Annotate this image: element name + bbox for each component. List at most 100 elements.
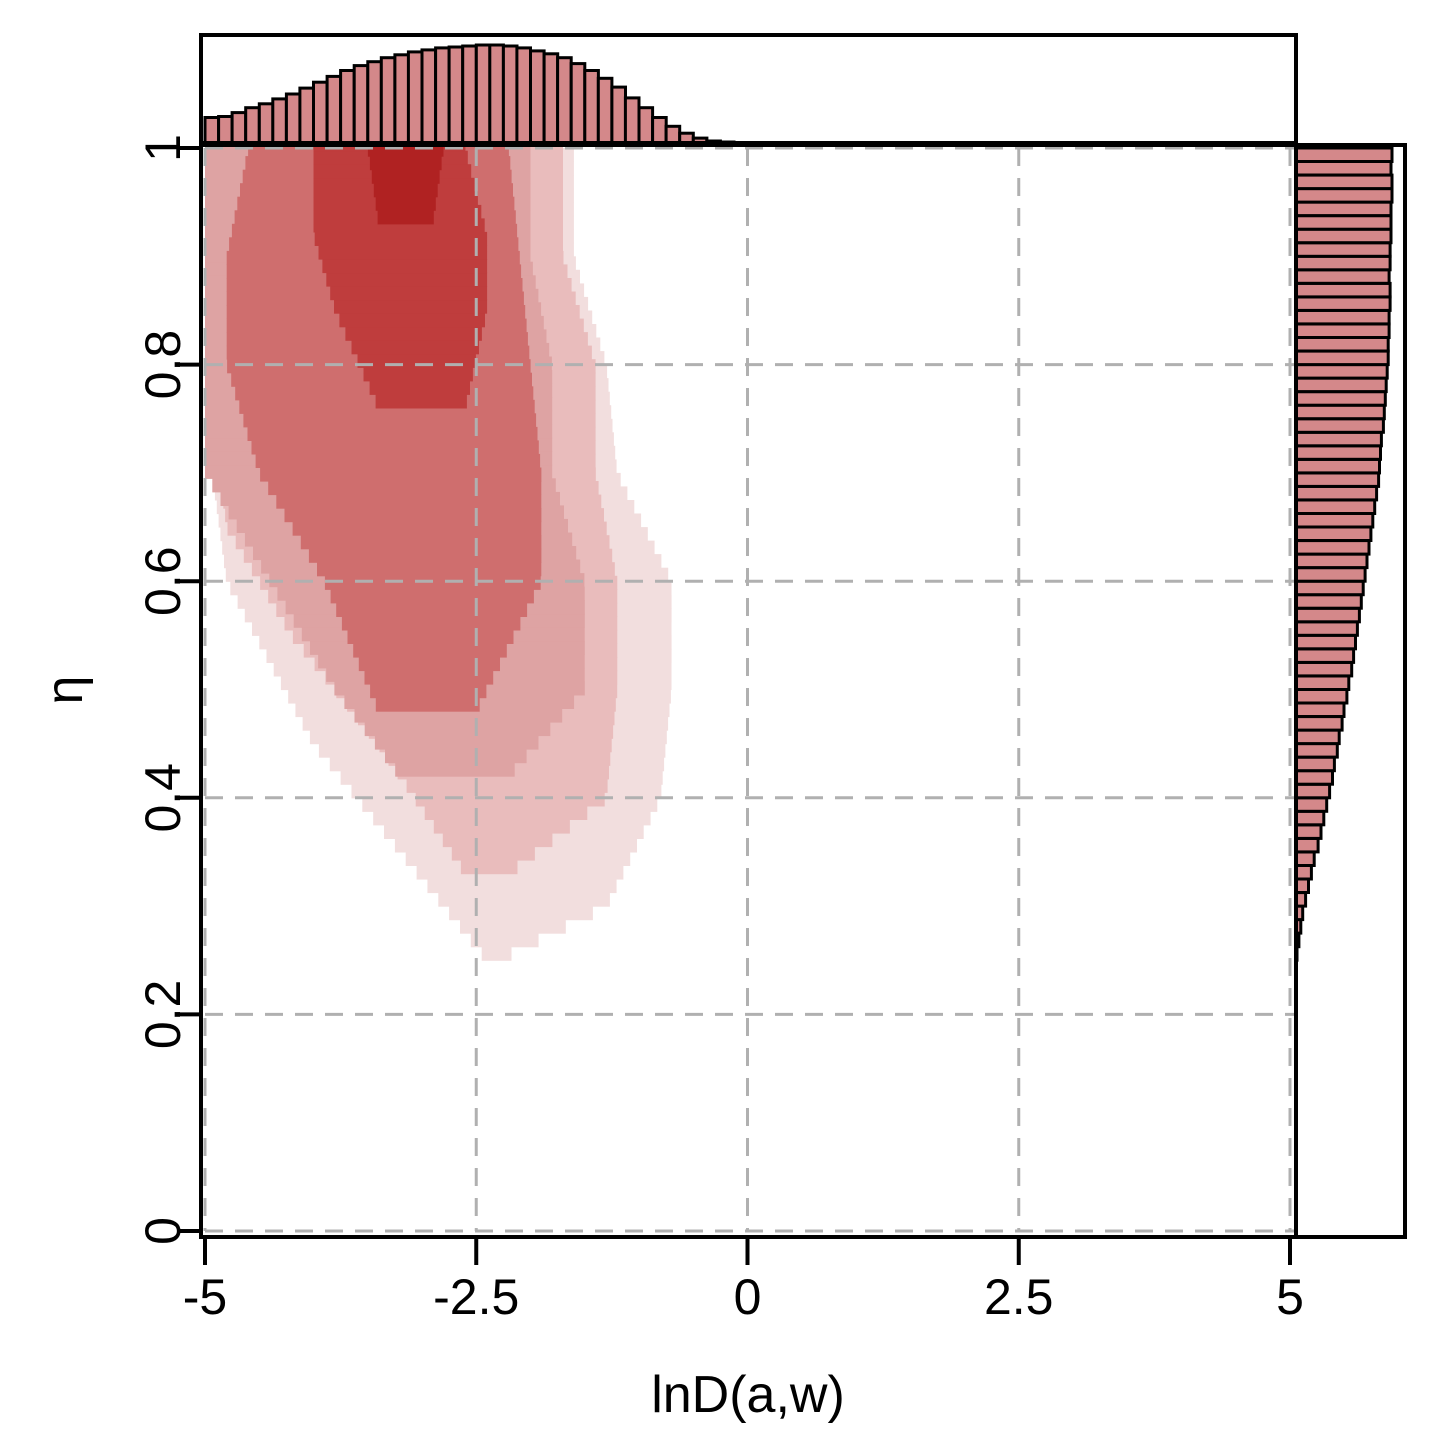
density-cell bbox=[292, 521, 542, 536]
x-histogram-bar bbox=[406, 50, 424, 145]
density-cell bbox=[370, 684, 487, 699]
density-cell bbox=[375, 697, 480, 712]
x-histogram-bar bbox=[501, 44, 519, 145]
y-histogram-bar bbox=[1294, 864, 1313, 881]
x-histogram-bar bbox=[420, 48, 438, 145]
density-cell bbox=[251, 440, 539, 455]
density-cell bbox=[334, 299, 488, 314]
density-cell bbox=[300, 535, 542, 550]
y-histogram-bar bbox=[1294, 633, 1357, 651]
x-tick-label: -2.5 bbox=[433, 1269, 519, 1325]
y-marginal-histogram bbox=[1294, 146, 1394, 962]
x-histogram-bar bbox=[393, 53, 410, 145]
y-histogram-bar bbox=[1294, 363, 1389, 380]
y-histogram-bar bbox=[1294, 227, 1393, 245]
y-histogram-bar bbox=[1294, 349, 1390, 367]
density-cell bbox=[284, 508, 542, 523]
y-histogram-bar bbox=[1294, 281, 1392, 299]
density-cell bbox=[427, 879, 617, 894]
y-histogram-bar bbox=[1294, 674, 1351, 691]
x-histogram-bar bbox=[447, 45, 465, 145]
x-histogram-bar bbox=[257, 102, 275, 145]
density-cell bbox=[347, 629, 514, 644]
x-histogram-bar bbox=[529, 49, 546, 145]
density-cell bbox=[336, 602, 528, 617]
y-histogram-bar bbox=[1294, 715, 1344, 732]
density-cell bbox=[460, 860, 518, 875]
y-histogram-bar bbox=[1294, 782, 1332, 800]
y-histogram-bar bbox=[1294, 200, 1393, 218]
density-cell bbox=[433, 819, 570, 834]
y-histogram-bar bbox=[1294, 444, 1382, 461]
y-histogram-bar bbox=[1294, 308, 1391, 326]
x-histogram-bar bbox=[623, 96, 641, 145]
density-cell bbox=[364, 670, 494, 685]
density-cell bbox=[460, 919, 566, 934]
y-histogram-bar bbox=[1294, 566, 1367, 583]
x-histogram-bar bbox=[203, 116, 221, 145]
x-histogram-bar bbox=[217, 115, 234, 145]
y-tick-label: 0.4 bbox=[135, 763, 191, 833]
y-histogram-bar bbox=[1294, 823, 1323, 840]
y-histogram-bar bbox=[1294, 390, 1387, 407]
x-histogram-bar bbox=[325, 74, 343, 145]
density-cell bbox=[351, 340, 479, 355]
y-histogram-bar bbox=[1294, 160, 1393, 177]
density-cell bbox=[416, 865, 624, 880]
frame-layer bbox=[199, 33, 1407, 1239]
y-tick-label: 0.2 bbox=[135, 980, 191, 1050]
density-cell bbox=[308, 548, 542, 563]
density-cell bbox=[385, 749, 527, 764]
y-histogram-bar bbox=[1294, 525, 1373, 542]
density-cell bbox=[255, 453, 541, 468]
y-histogram-bar bbox=[1294, 755, 1336, 773]
y-histogram-bar bbox=[1294, 836, 1320, 854]
density-layer bbox=[205, 137, 672, 961]
x-histogram-bar bbox=[352, 64, 370, 145]
density-cell bbox=[449, 906, 593, 921]
x-histogram-bar bbox=[271, 97, 288, 145]
density-cell bbox=[442, 833, 553, 848]
density-cell bbox=[424, 805, 588, 820]
density-cell bbox=[339, 313, 485, 328]
density-cell bbox=[438, 892, 610, 907]
density-cell bbox=[371, 169, 440, 184]
y-histogram-bar bbox=[1294, 295, 1392, 312]
density-cell bbox=[364, 722, 551, 737]
y-histogram-bar bbox=[1294, 254, 1392, 272]
y-histogram-bar bbox=[1294, 484, 1379, 502]
x-histogram-bar bbox=[379, 56, 397, 145]
x-histogram-bar bbox=[515, 46, 533, 145]
x-histogram-bar bbox=[664, 124, 682, 145]
x-histogram-bar bbox=[651, 116, 668, 145]
density-cell bbox=[276, 494, 542, 509]
y-histogram-bar bbox=[1294, 173, 1394, 191]
x-histogram-bar bbox=[366, 60, 383, 145]
y-histogram-bar bbox=[1294, 146, 1394, 163]
x-histogram-bar bbox=[596, 76, 614, 145]
y-histogram-bar bbox=[1294, 376, 1388, 394]
x-histogram-bar bbox=[339, 69, 356, 145]
x-histogram-bar bbox=[284, 92, 302, 145]
y-histogram-bar bbox=[1294, 728, 1341, 746]
density-cell bbox=[260, 467, 542, 482]
y-histogram-bar bbox=[1294, 579, 1365, 597]
y-histogram-bar bbox=[1294, 552, 1369, 570]
density-cell bbox=[375, 394, 467, 409]
x-tick-label: 0 bbox=[734, 1269, 762, 1325]
density-cell bbox=[247, 426, 538, 441]
y-histogram-bar bbox=[1294, 336, 1390, 353]
density-cell bbox=[318, 245, 488, 260]
density-cell bbox=[358, 657, 500, 672]
y-tick-label: 0.8 bbox=[135, 330, 191, 400]
x-histogram-bar bbox=[556, 56, 573, 145]
y-histogram-bar bbox=[1294, 498, 1377, 515]
x-histogram-bar bbox=[474, 43, 492, 145]
y-histogram-bar bbox=[1294, 809, 1326, 827]
density-cell bbox=[326, 272, 488, 287]
density-cell bbox=[317, 562, 542, 577]
density-cell bbox=[470, 933, 539, 948]
y-tick-label: 0 bbox=[135, 1217, 191, 1245]
y-histogram-bar bbox=[1294, 539, 1371, 556]
